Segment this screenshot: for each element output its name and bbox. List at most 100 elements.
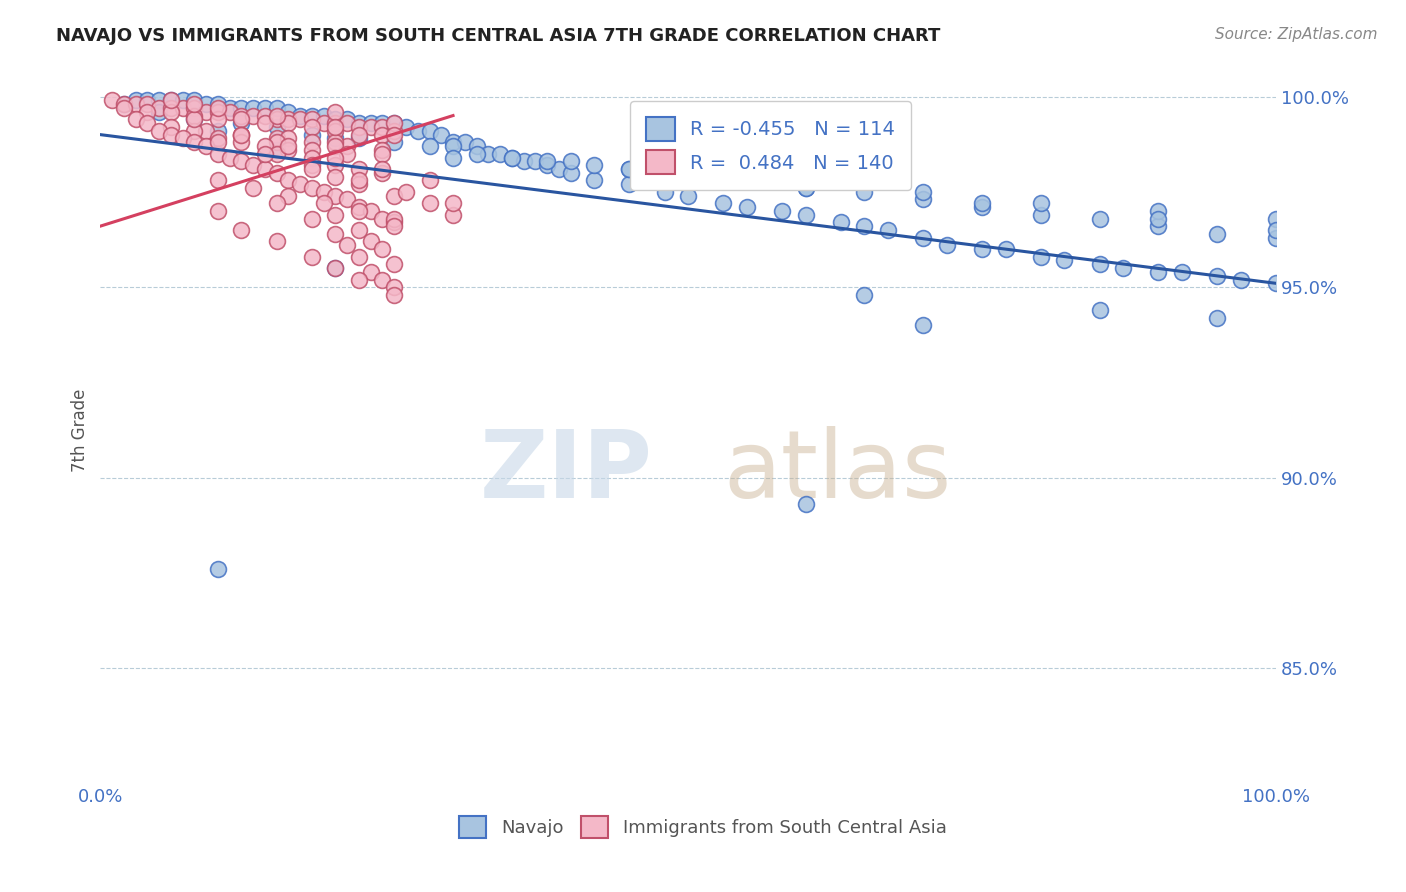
Point — [382, 116, 405, 130]
Point — [501, 151, 523, 165]
Point — [301, 158, 323, 172]
Point — [124, 97, 146, 112]
Point — [877, 223, 900, 237]
Point — [382, 215, 405, 229]
Point — [371, 211, 394, 226]
Point — [1229, 272, 1251, 286]
Point — [277, 139, 299, 153]
Point — [970, 242, 993, 256]
Point — [266, 166, 288, 180]
Point — [1088, 257, 1111, 271]
Point — [336, 112, 359, 127]
Point — [371, 143, 394, 157]
Point — [277, 188, 299, 202]
Point — [794, 181, 817, 195]
Point — [136, 93, 159, 107]
Text: Source: ZipAtlas.com: Source: ZipAtlas.com — [1215, 27, 1378, 42]
Point — [231, 109, 253, 123]
Point — [536, 158, 558, 172]
Point — [301, 211, 323, 226]
Point — [207, 104, 229, 119]
Point — [242, 181, 264, 195]
Point — [465, 139, 488, 153]
Legend: R = -0.455   N = 114, R =  0.484   N = 140: R = -0.455 N = 114, R = 0.484 N = 140 — [630, 102, 911, 189]
Point — [735, 200, 758, 214]
Point — [994, 242, 1017, 256]
Point — [160, 93, 183, 107]
Point — [207, 97, 229, 112]
Point — [266, 196, 288, 211]
Point — [325, 261, 347, 276]
Point — [301, 112, 323, 127]
Point — [231, 112, 253, 127]
Point — [325, 227, 347, 241]
Point — [136, 116, 159, 130]
Point — [1053, 253, 1076, 268]
Point — [371, 146, 394, 161]
Point — [336, 146, 359, 161]
Point — [371, 166, 394, 180]
Point — [231, 223, 253, 237]
Point — [124, 93, 146, 107]
Point — [418, 173, 440, 187]
Point — [231, 128, 253, 142]
Point — [583, 173, 606, 187]
Point — [325, 120, 347, 134]
Point — [676, 188, 699, 202]
Point — [253, 146, 276, 161]
Point — [347, 203, 370, 218]
Point — [266, 135, 288, 149]
Point — [371, 242, 394, 256]
Point — [770, 203, 793, 218]
Point — [325, 112, 347, 127]
Point — [935, 238, 957, 252]
Point — [619, 177, 641, 191]
Point — [325, 169, 347, 184]
Point — [371, 116, 394, 130]
Point — [266, 109, 288, 123]
Point — [536, 154, 558, 169]
Point — [560, 166, 582, 180]
Point — [912, 230, 935, 244]
Point — [253, 101, 276, 115]
Point — [231, 128, 253, 142]
Point — [347, 200, 370, 214]
Point — [1088, 303, 1111, 318]
Point — [382, 128, 405, 142]
Point — [713, 196, 735, 211]
Point — [654, 185, 676, 199]
Point — [382, 280, 405, 294]
Point — [301, 250, 323, 264]
Point — [160, 104, 183, 119]
Point — [912, 318, 935, 333]
Point — [207, 135, 229, 149]
Point — [183, 101, 205, 115]
Point — [277, 112, 299, 127]
Point — [148, 101, 170, 115]
Point — [1265, 230, 1288, 244]
Point — [382, 135, 405, 149]
Point — [218, 101, 240, 115]
Point — [676, 161, 699, 176]
Point — [277, 104, 299, 119]
Point — [266, 112, 288, 127]
Point — [347, 223, 370, 237]
Point — [136, 104, 159, 119]
Point — [312, 109, 335, 123]
Point — [735, 173, 758, 187]
Point — [347, 272, 370, 286]
Point — [160, 93, 183, 107]
Point — [794, 181, 817, 195]
Point — [418, 196, 440, 211]
Point — [325, 139, 347, 153]
Point — [371, 120, 394, 134]
Point — [1265, 277, 1288, 291]
Point — [1265, 223, 1288, 237]
Point — [347, 173, 370, 187]
Point — [253, 116, 276, 130]
Point — [441, 208, 464, 222]
Point — [794, 498, 817, 512]
Point — [183, 124, 205, 138]
Point — [418, 124, 440, 138]
Point — [1265, 211, 1288, 226]
